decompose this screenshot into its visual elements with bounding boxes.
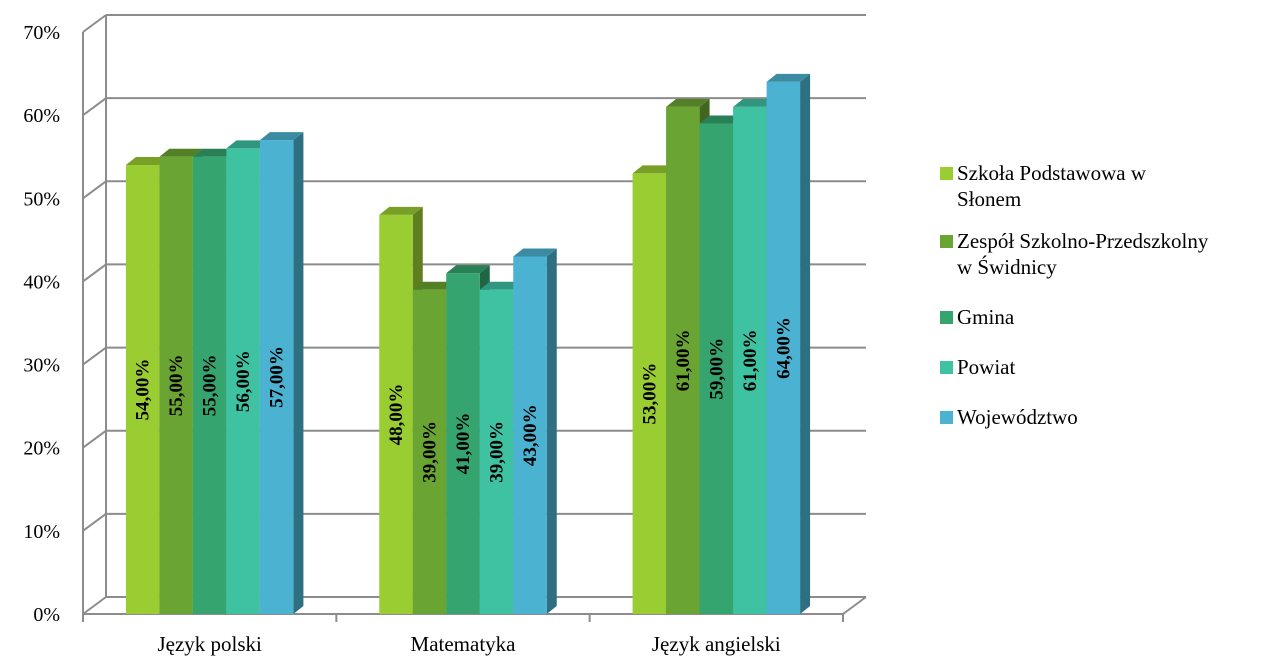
bar [766, 81, 801, 614]
legend-swatch [940, 361, 953, 374]
bar-top [412, 281, 457, 290]
data-label: 39,00% [420, 421, 441, 483]
bar-top [666, 98, 710, 107]
x-tick-label: Matematyka [411, 632, 517, 656]
legend-item: Powiat [940, 354, 1280, 380]
legend-label: Szkoła Podstawowa w Słonem [957, 161, 1146, 211]
gridline-diagonal [82, 180, 107, 200]
gridline-diagonal [82, 14, 107, 33]
legend-label: Województwo [957, 405, 1078, 429]
bar [513, 256, 547, 614]
bar-top [632, 165, 677, 174]
gridline-diagonal [82, 263, 107, 283]
data-label: 39,00% [487, 421, 508, 483]
bar-top [259, 132, 304, 141]
y-tick-label: 70% [23, 22, 60, 44]
bar [125, 165, 160, 614]
legend-swatch [940, 235, 953, 248]
bar-top [125, 157, 170, 166]
data-label: 54,00% [133, 359, 154, 421]
legend-swatch [940, 411, 953, 424]
bar-top [379, 206, 423, 215]
y-tick-label: 10% [23, 521, 60, 543]
y-tick-label: 0% [33, 604, 60, 626]
legend-item: Zespół Szkolno-Przedszkolny w Świdnicy [940, 228, 1280, 280]
y-tick-label: 30% [23, 355, 60, 377]
bar [666, 106, 700, 614]
bar-chart: 0% 10% 20% 30% 40% 50% 60% 70% Język polski Matem… [23, 14, 867, 656]
bar-top [192, 148, 237, 157]
bar [412, 289, 447, 614]
x-tick-label: Język polski [157, 632, 262, 656]
data-label: 55,00% [166, 354, 187, 416]
legend-item: Województwo [940, 404, 1280, 430]
legend-label: Zespół Szkolno-Przedszkolny w Świdnicy [957, 229, 1209, 279]
bar-side [546, 248, 557, 614]
bar [733, 106, 767, 614]
bar-top [159, 148, 203, 157]
bar-top [479, 281, 524, 290]
data-label: 41,00% [453, 413, 474, 475]
data-label: 59,00% [706, 338, 727, 400]
data-label: 64,00% [773, 317, 794, 379]
bar-top [699, 115, 744, 124]
bar [379, 214, 413, 614]
y-tick-label: 40% [23, 271, 60, 293]
y-tick-label: 60% [23, 105, 60, 127]
bar [699, 123, 734, 614]
legend-swatch [940, 167, 953, 180]
data-label: 55,00% [200, 354, 221, 416]
gridline-diagonal [82, 346, 107, 366]
bar [446, 273, 480, 614]
bar-top [226, 140, 270, 149]
legend-label: Powiat [957, 355, 1016, 379]
legend-swatch [940, 311, 953, 324]
data-label: 48,00% [386, 384, 407, 446]
data-label: 53,00% [639, 363, 660, 425]
data-label: 57,00% [267, 346, 288, 408]
bar [192, 156, 227, 614]
bar-top [446, 265, 490, 274]
data-label: 61,00% [740, 330, 761, 392]
y-tick-label: 20% [23, 438, 60, 460]
gridline-diagonal [82, 596, 107, 615]
bar-top [733, 98, 777, 107]
bar-top [766, 73, 811, 82]
data-label: 56,00% [233, 350, 254, 412]
legend-item: Szkoła Podstawowa w Słonem [940, 160, 1280, 212]
bar [226, 148, 260, 614]
bar-side [800, 73, 811, 614]
bar [259, 140, 294, 615]
gridline-diagonal [82, 429, 107, 449]
bar-top [513, 248, 557, 257]
gridline-diagonal [82, 97, 107, 116]
data-label: 61,00% [673, 330, 694, 392]
chart-legend: Szkoła Podstawowa w Słonem Zespół Szkolno… [940, 160, 1280, 430]
bar [632, 173, 667, 615]
data-label: 43,00% [520, 404, 541, 466]
bar [159, 156, 193, 614]
bar [479, 289, 514, 614]
floor-side-edge [842, 596, 867, 615]
gridline-diagonal [82, 513, 107, 532]
legend-label: Gmina [957, 305, 1015, 329]
y-tick-label: 50% [23, 188, 60, 210]
legend-item: Gmina [940, 304, 1280, 330]
x-tick-label: Język angielski [652, 632, 781, 656]
bar-side [293, 132, 304, 615]
